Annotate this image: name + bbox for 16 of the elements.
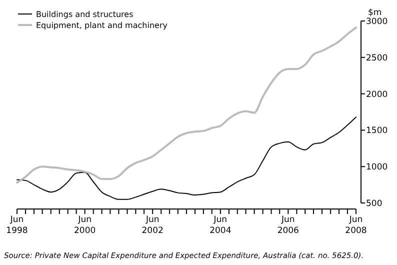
legend-label: Buildings and structures [36, 10, 134, 19]
x-tick-label: Jun 2002 [142, 215, 164, 236]
x-tick-label: Jun 2008 [345, 215, 367, 236]
line-series [16, 116, 356, 200]
y-tick-label: 1500 [366, 126, 388, 136]
legend-label: Equipment, plant and machinery [36, 21, 168, 30]
y-tick-label: 500 [366, 199, 382, 209]
y-axis-title: $m [368, 8, 382, 18]
x-tick-label: Jun 1998 [6, 215, 28, 236]
x-tick-label: Jun 2006 [277, 215, 299, 236]
y-tick-label: 2500 [366, 53, 388, 64]
y-tick-label: 2000 [366, 90, 388, 100]
x-tick-label: Jun 2000 [74, 215, 96, 236]
y-tick-label: 3000 [366, 17, 388, 27]
y-tick-label: 1000 [366, 162, 388, 173]
x-tick-label: Jun 2004 [210, 215, 232, 236]
